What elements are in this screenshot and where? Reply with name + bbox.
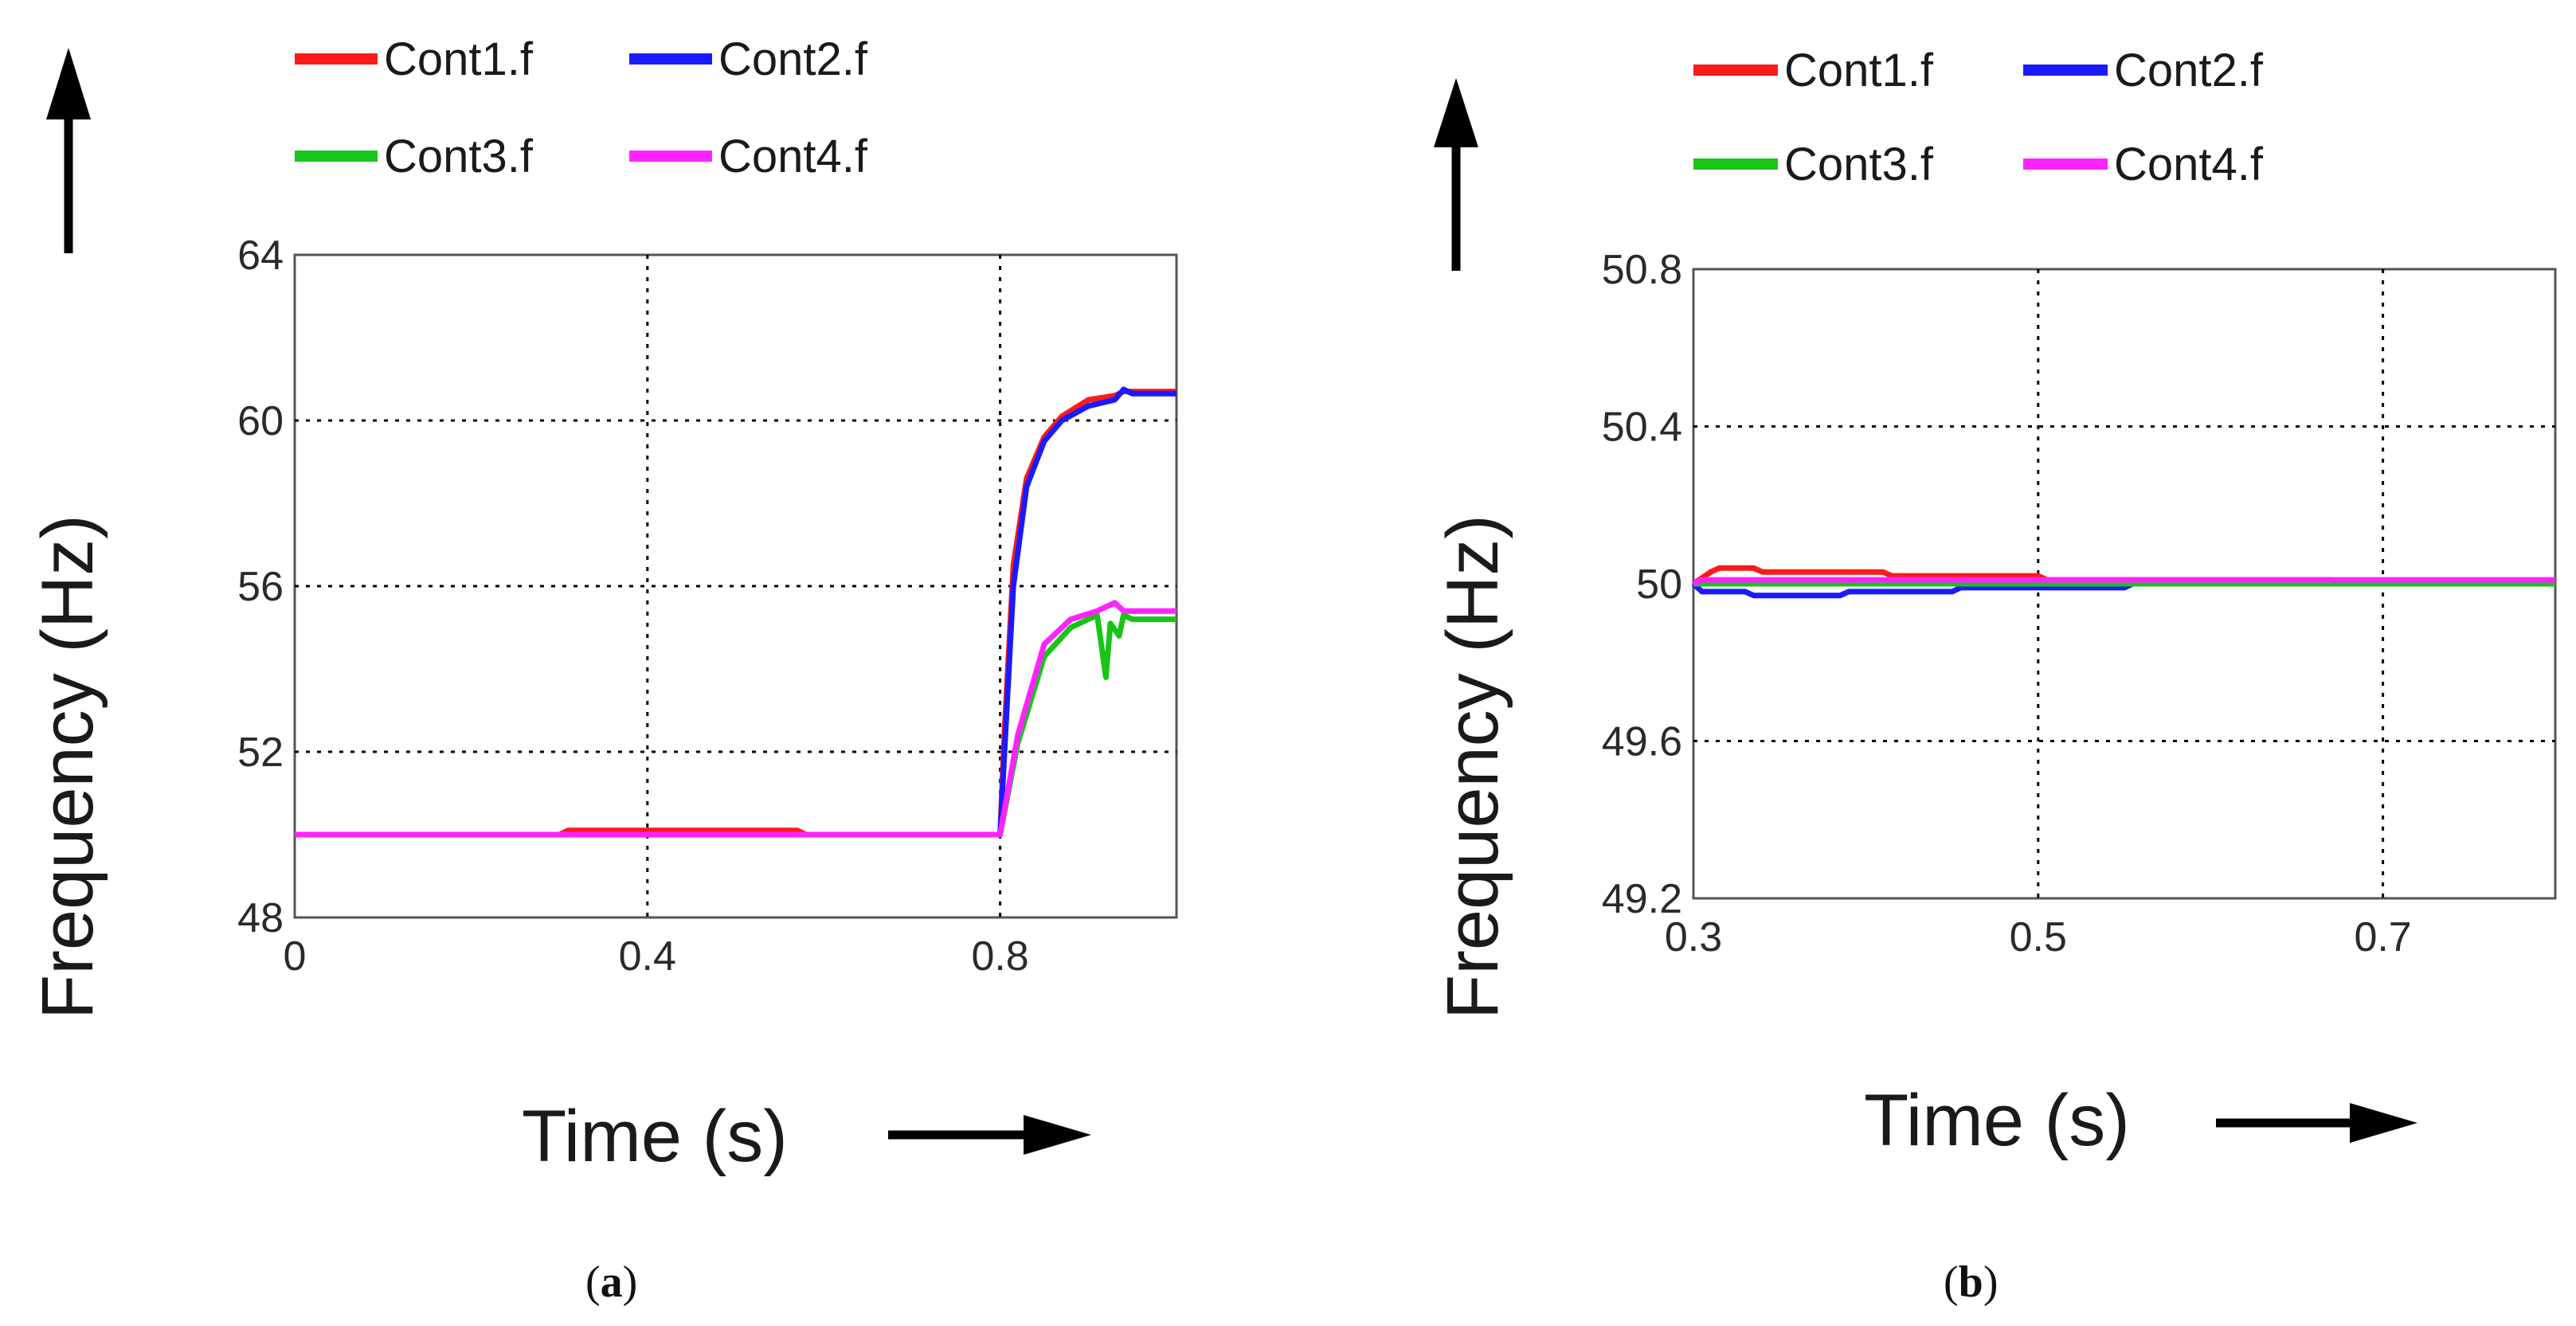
y-tick-label: 49.2 bbox=[1602, 876, 1682, 922]
y-axis-arrow-b bbox=[1434, 78, 1478, 271]
x-tick-label: 0.4 bbox=[619, 933, 676, 980]
series-line-a-cont1-f bbox=[295, 389, 1176, 838]
y-ticks-a: 48 52 56 60 64 bbox=[237, 233, 284, 941]
y-axis-label-b: Frequency (Hz) bbox=[1432, 514, 1513, 1019]
x-tick-label: 0.5 bbox=[2010, 914, 2067, 960]
x-axis-label-b: Time (s) bbox=[1864, 1080, 2130, 1161]
x-tick-label: 0.7 bbox=[2354, 914, 2411, 960]
y-axis-arrow-a bbox=[46, 48, 91, 253]
x-tick-label: 0.3 bbox=[1665, 914, 1722, 960]
x-ticks-a: 0 0.4 0.8 bbox=[284, 933, 1029, 980]
panel-a: 48 52 56 60 64 0 0.4 0.8 Cont1.f Cont2.f Cont3… bbox=[27, 33, 1178, 1307]
y-tick-label: 50.8 bbox=[1602, 247, 1682, 293]
y-tick-label: 49.6 bbox=[1602, 719, 1682, 765]
legend-b: Cont1.f Cont2.f Cont3.f Cont4.f bbox=[1693, 45, 2264, 190]
series-a bbox=[295, 386, 1176, 838]
x-axis-label-a: Time (s) bbox=[522, 1096, 788, 1177]
x-axis-arrow-a bbox=[888, 1115, 1091, 1155]
y-tick-label: 50 bbox=[1636, 561, 1682, 608]
caption-b: (b) bbox=[1944, 1258, 1998, 1307]
x-tick-label: 0.8 bbox=[971, 933, 1028, 980]
legend-a-label-cont4: Cont4.f bbox=[718, 131, 868, 182]
y-ticks-b: 49.2 49.6 50 50.4 50.8 bbox=[1602, 247, 1682, 922]
y-tick-label: 48 bbox=[237, 895, 284, 941]
caption-a: (a) bbox=[585, 1258, 637, 1307]
y-tick-label: 64 bbox=[237, 233, 284, 279]
panel-b: 49.2 49.6 50 50.4 50.8 0.3 0.5 0.7 Cont1.f Con… bbox=[1432, 45, 2557, 1307]
grid-a bbox=[295, 255, 1176, 917]
legend-a: Cont1.f Cont2.f Cont3.f Cont4.f bbox=[295, 33, 868, 182]
series-line-a-cont4-f bbox=[295, 600, 1176, 838]
legend-b-label-cont3: Cont3.f bbox=[1784, 139, 1934, 190]
y-tick-label: 50.4 bbox=[1602, 405, 1682, 451]
series-b bbox=[1691, 565, 2555, 599]
x-axis-arrow-b bbox=[2216, 1103, 2417, 1143]
legend-b-label-cont1: Cont1.f bbox=[1784, 45, 1934, 96]
y-tick-label: 60 bbox=[237, 398, 284, 444]
series-line-b-cont4-f bbox=[1692, 577, 2555, 587]
series-line-a-cont2-f bbox=[295, 386, 1176, 838]
x-tick-label: 0 bbox=[284, 933, 307, 980]
legend-b-label-cont2: Cont2.f bbox=[2114, 45, 2264, 96]
x-ticks-b: 0.3 0.5 0.7 bbox=[1665, 914, 2412, 960]
legend-a-label-cont1: Cont1.f bbox=[384, 33, 534, 85]
legend-a-label-cont2: Cont2.f bbox=[718, 33, 868, 85]
y-tick-label: 52 bbox=[237, 729, 284, 776]
y-tick-label: 56 bbox=[237, 564, 284, 610]
y-axis-label-a: Frequency (Hz) bbox=[27, 514, 108, 1019]
legend-b-label-cont4: Cont4.f bbox=[2114, 139, 2264, 190]
legend-a-label-cont3: Cont3.f bbox=[384, 131, 534, 182]
